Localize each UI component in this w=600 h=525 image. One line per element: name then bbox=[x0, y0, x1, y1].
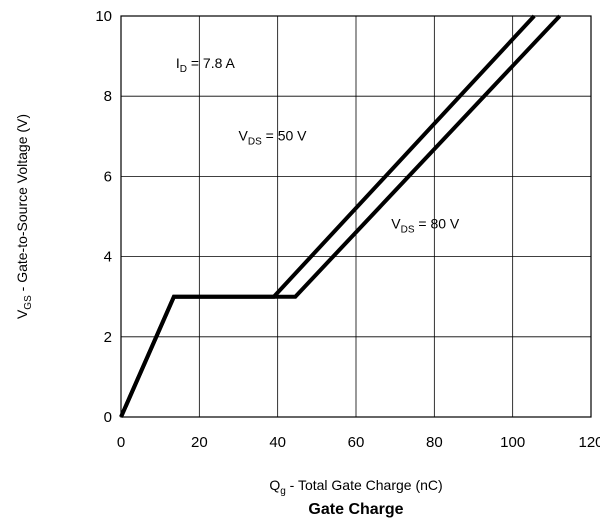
x-axis-label-sub: g bbox=[280, 486, 286, 497]
x-tick-label: 20 bbox=[191, 434, 208, 451]
x-tick-label: 100 bbox=[500, 434, 525, 451]
annotation-1: ID = 7.8 A bbox=[176, 55, 236, 75]
chart-caption: Gate Charge bbox=[308, 501, 403, 518]
plot-frame bbox=[120, 15, 592, 418]
y-axis-label: VGS - Gate-to-Source Voltage (V) bbox=[14, 114, 34, 319]
x-tick-label: 120 bbox=[578, 434, 600, 451]
y-axis-label-main: V bbox=[14, 309, 30, 319]
y-tick-label: 6 bbox=[104, 168, 112, 185]
x-axis-label-rest: - Total Gate Charge (nC) bbox=[286, 477, 443, 493]
series-line-2 bbox=[119, 14, 562, 418]
grid-layer bbox=[120, 15, 592, 418]
y-tick-label: 4 bbox=[104, 249, 112, 266]
y-tick-label: 2 bbox=[104, 329, 112, 346]
y-tick-label: 10 bbox=[95, 8, 112, 25]
x-tick-label: 80 bbox=[426, 434, 443, 451]
annotation-2: VDS = 50 V bbox=[239, 127, 308, 147]
annotations: ID = 7.8 A VDS = 50 V VDS = 80 V bbox=[176, 55, 460, 235]
y-tick-label: 8 bbox=[104, 88, 112, 105]
annotation-3: VDS = 80 V bbox=[391, 216, 460, 236]
x-tick-label: 0 bbox=[117, 434, 125, 451]
y-axis-label-rest: - Gate-to-Source Voltage (V) bbox=[14, 114, 30, 295]
series-line-1 bbox=[119, 14, 536, 418]
x-axis-label-main: Q bbox=[269, 477, 280, 493]
x-tick-label: 60 bbox=[348, 434, 365, 451]
series-layer bbox=[119, 14, 562, 418]
y-axis-label-sub: GS bbox=[23, 295, 34, 310]
x-tick-label: 40 bbox=[269, 434, 286, 451]
y-tick-label: 0 bbox=[104, 409, 112, 426]
tick-labels: 0 20 40 60 80 100 120 0 2 4 6 8 10 bbox=[95, 8, 600, 451]
x-axis-label: Qg - Total Gate Charge (nC) bbox=[269, 477, 442, 497]
